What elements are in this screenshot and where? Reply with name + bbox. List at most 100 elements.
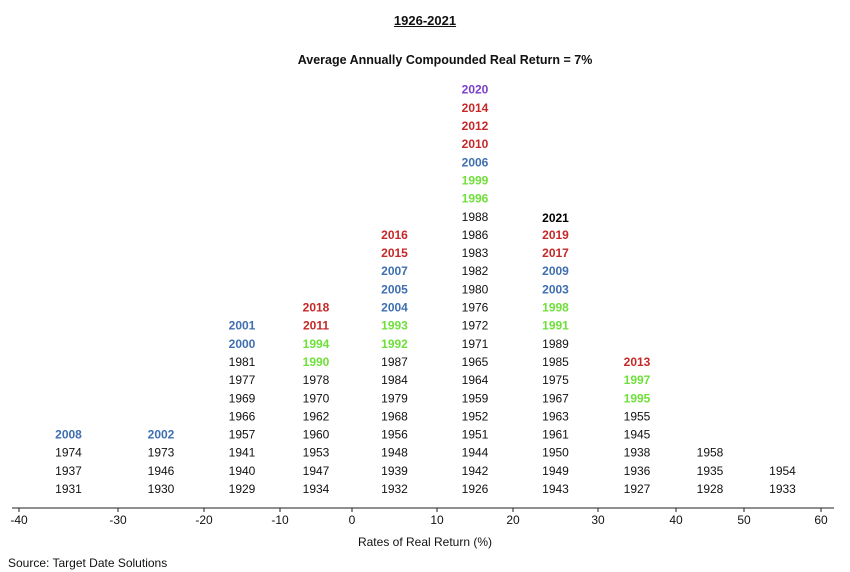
x-tick-label: 60 — [814, 513, 828, 527]
year-label-1929: 1929 — [229, 482, 256, 496]
year-label-1981: 1981 — [229, 355, 256, 369]
year-label-1953: 1953 — [303, 446, 330, 460]
year-label-1937: 1937 — [55, 464, 82, 478]
year-label-2019: 2019 — [542, 228, 569, 242]
year-label-1966: 1966 — [229, 409, 256, 423]
year-label-2007: 2007 — [381, 264, 408, 278]
year-label-1976: 1976 — [462, 301, 489, 315]
year-label-1984: 1984 — [381, 373, 408, 387]
year-label-1960: 1960 — [303, 428, 330, 442]
year-label-1996: 1996 — [462, 192, 489, 206]
year-label-1972: 1972 — [462, 319, 489, 333]
x-tick-label: 0 — [349, 513, 356, 527]
year-label-1949: 1949 — [542, 464, 569, 478]
year-label-1954: 1954 — [769, 464, 796, 478]
x-axis-label: Rates of Real Return (%) — [357, 535, 493, 549]
year-label-2014: 2014 — [462, 101, 489, 115]
year-label-1938: 1938 — [624, 446, 651, 460]
x-tick-label: 20 — [506, 513, 520, 527]
year-label-1985: 1985 — [542, 355, 569, 369]
year-label-1968: 1968 — [381, 409, 408, 423]
year-label-1990: 1990 — [303, 355, 330, 369]
year-label-1986: 1986 — [462, 228, 489, 242]
year-label-1931: 1931 — [55, 482, 82, 496]
year-label-1947: 1947 — [303, 464, 330, 478]
year-label-1993: 1993 — [381, 319, 408, 333]
year-label-1965: 1965 — [462, 355, 489, 369]
year-label-1945: 1945 — [624, 428, 651, 442]
year-label-1934: 1934 — [303, 482, 330, 496]
year-label-1927: 1927 — [624, 482, 651, 496]
year-label-1980: 1980 — [462, 282, 489, 296]
year-label-1994: 1994 — [303, 337, 330, 351]
year-label-1979: 1979 — [381, 391, 408, 405]
year-label-1943: 1943 — [542, 482, 569, 496]
x-tick-label: 40 — [669, 513, 683, 527]
year-label-2006: 2006 — [462, 155, 489, 169]
year-label-1988: 1988 — [462, 210, 489, 224]
year-label-2015: 2015 — [381, 246, 408, 260]
source-note: Source: Target Date Solutions — [8, 556, 168, 570]
year-label-2003: 2003 — [542, 282, 569, 296]
year-label-1991: 1991 — [542, 319, 569, 333]
year-label-1962: 1962 — [303, 409, 330, 423]
year-label-2018: 2018 — [303, 301, 330, 315]
year-label-1933: 1933 — [769, 482, 796, 496]
year-label-1958: 1958 — [697, 446, 724, 460]
year-label-2004: 2004 — [381, 301, 408, 315]
year-label-2009: 2009 — [542, 264, 569, 278]
year-label-1999: 1999 — [462, 173, 489, 187]
year-label-2000: 2000 — [229, 337, 256, 351]
x-tick-label: 30 — [591, 513, 605, 527]
year-label-1982: 1982 — [462, 264, 489, 278]
year-label-2021: 2021 — [542, 211, 569, 225]
year-label-1928: 1928 — [697, 482, 724, 496]
year-label-1971: 1971 — [462, 337, 489, 351]
year-label-1995: 1995 — [624, 391, 651, 405]
year-label-1975: 1975 — [542, 373, 569, 387]
year-label-1997: 1997 — [624, 373, 651, 387]
year-label-1987: 1987 — [381, 355, 408, 369]
year-label-1944: 1944 — [462, 446, 489, 460]
year-label-1951: 1951 — [462, 428, 489, 442]
year-label-1969: 1969 — [229, 391, 256, 405]
year-label-1930: 1930 — [148, 482, 175, 496]
year-label-1970: 1970 — [303, 391, 330, 405]
year-label-1983: 1983 — [462, 246, 489, 260]
year-label-2012: 2012 — [462, 119, 489, 133]
year-label-1963: 1963 — [542, 409, 569, 423]
x-tick-label: -40 — [10, 513, 28, 527]
year-label-1967: 1967 — [542, 391, 569, 405]
year-label-1977: 1977 — [229, 373, 256, 387]
x-tick-label: -10 — [271, 513, 289, 527]
year-label-2010: 2010 — [462, 137, 489, 151]
year-label-1974: 1974 — [55, 446, 82, 460]
year-label-1950: 1950 — [542, 446, 569, 460]
x-tick-label: -20 — [195, 513, 213, 527]
year-label-1955: 1955 — [624, 409, 651, 423]
year-label-2020: 2020 — [462, 83, 489, 97]
year-label-1952: 1952 — [462, 409, 489, 423]
year-label-2011: 2011 — [303, 319, 329, 333]
year-label-2005: 2005 — [381, 282, 408, 296]
year-label-1992: 1992 — [381, 337, 408, 351]
year-label-2016: 2016 — [381, 228, 408, 242]
year-label-1957: 1957 — [229, 428, 256, 442]
year-label-1939: 1939 — [381, 464, 408, 478]
year-label-1932: 1932 — [381, 482, 408, 496]
year-label-1942: 1942 — [462, 464, 489, 478]
year-label-1978: 1978 — [303, 373, 330, 387]
year-label-2013: 2013 — [624, 355, 651, 369]
x-tick-label: 50 — [737, 513, 751, 527]
year-label-2008: 2008 — [55, 428, 82, 442]
x-tick-label: -30 — [109, 513, 127, 527]
year-label-1935: 1935 — [697, 464, 724, 478]
year-label-1973: 1973 — [148, 446, 175, 460]
chart-title: 1926-2021 — [393, 13, 457, 28]
year-label-2001: 2001 — [229, 319, 256, 333]
year-label-1940: 1940 — [229, 464, 256, 478]
year-label-1948: 1948 — [381, 446, 408, 460]
year-label-1941: 1941 — [229, 446, 256, 460]
year-label-1989: 1989 — [542, 337, 569, 351]
